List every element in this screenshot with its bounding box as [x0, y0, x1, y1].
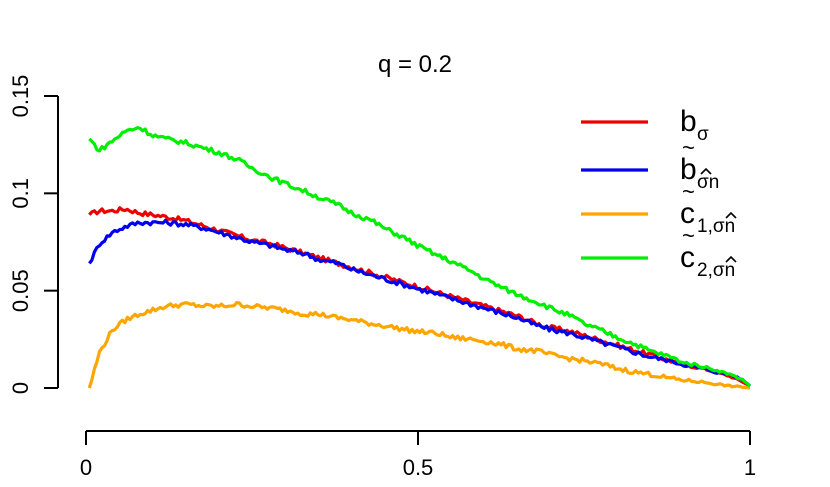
- legend: b σb~σnc~1,σnc~2,σn: [581, 105, 737, 281]
- legend-base: b: [680, 153, 697, 186]
- y-tick-label: 0.15: [8, 75, 33, 118]
- legend-tilde: ~: [682, 179, 695, 204]
- series-line: [88, 206, 751, 388]
- series-line: [88, 218, 752, 388]
- legend-subscript: 2,σn: [697, 260, 735, 281]
- x-tick-label: 0.5: [403, 455, 434, 480]
- y-tick-label: 0.1: [8, 178, 33, 209]
- legend-base: c: [680, 241, 695, 274]
- legend-entry: b~σn: [581, 135, 719, 193]
- series-layer: [87, 126, 752, 390]
- chart-title: q = 0.2: [378, 51, 452, 78]
- series-line: [87, 301, 751, 390]
- x-axis: 0 0.5 1: [80, 430, 756, 480]
- legend-tilde: ~: [682, 135, 695, 160]
- legend-hat-mark: [725, 211, 737, 219]
- x-tick-label: 1: [744, 455, 756, 480]
- y-axis: 0 0.05 0.1 0.15: [8, 75, 59, 394]
- series-line: [88, 126, 752, 388]
- legend-base: b: [680, 105, 697, 138]
- legend-hat-mark: [725, 255, 737, 263]
- legend-base: c: [680, 197, 695, 230]
- legend-entry: c~2,σn: [581, 223, 737, 281]
- legend-subscript: 1,σn: [697, 216, 735, 237]
- legend-tilde: ~: [682, 223, 695, 248]
- y-tick-label: 0.05: [8, 269, 33, 312]
- legend-subscript: σ: [697, 124, 709, 145]
- legend-subscript: σn: [697, 172, 719, 193]
- legend-hat-mark: [700, 167, 712, 175]
- legend-entry: c~1,σn: [581, 179, 737, 237]
- y-tick-label: 0: [8, 382, 33, 394]
- x-tick-label: 0: [80, 455, 92, 480]
